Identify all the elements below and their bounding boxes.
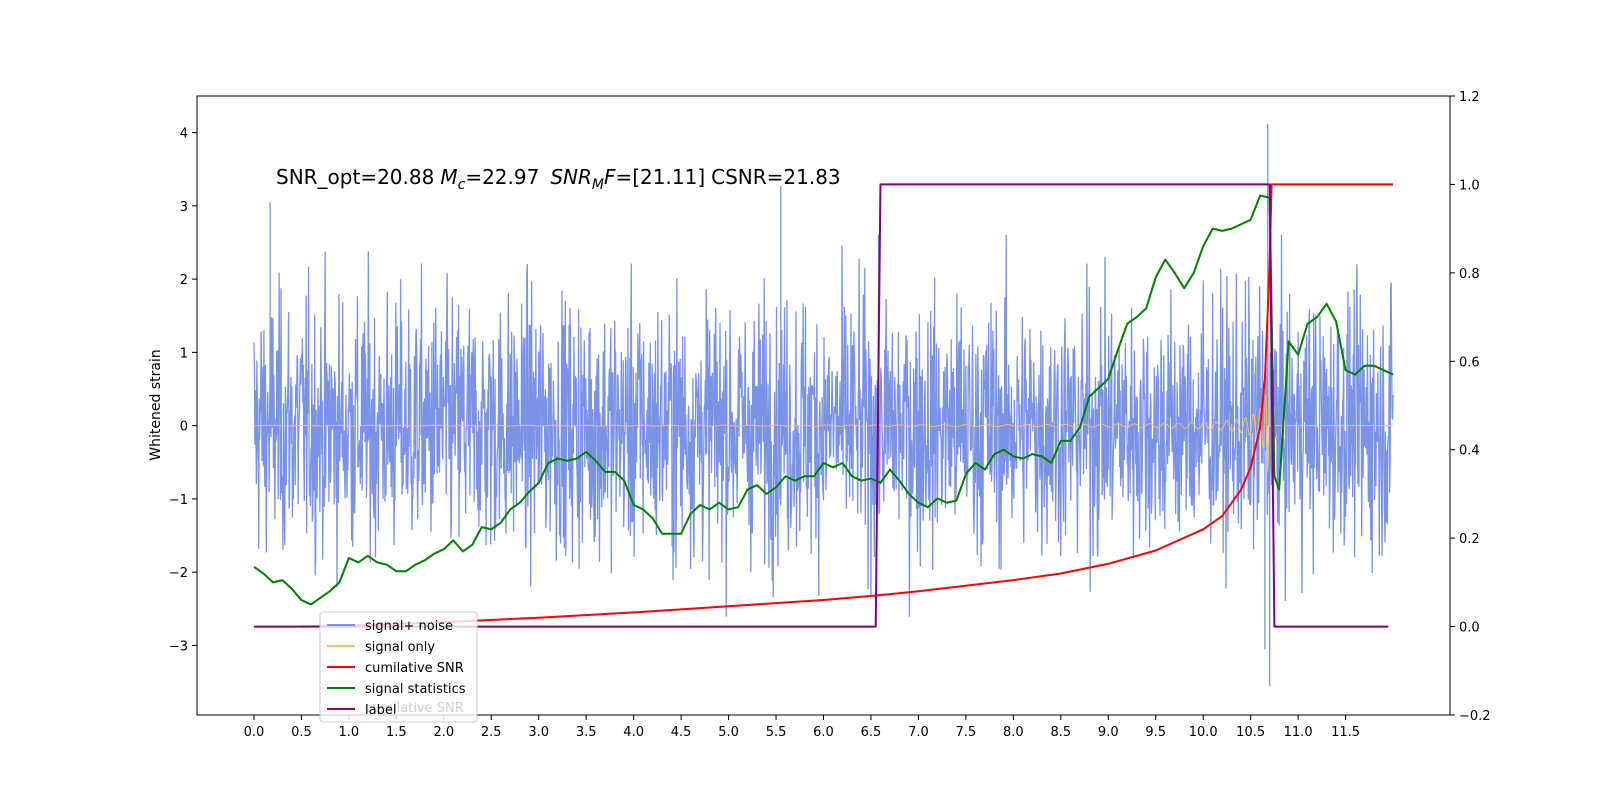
y-left-tick-label: 4 [180, 127, 188, 142]
x-tick-label: 0.0 [244, 725, 265, 740]
x-tick-label: 5.0 [718, 725, 739, 740]
x-tick-label: 0.5 [291, 725, 312, 740]
x-tick-label: 1.0 [339, 725, 360, 740]
legend-label-signal-only: signal only [365, 640, 435, 655]
annotation-csnr: CSNR=21.83 [711, 165, 841, 189]
y-left-tick-label: 2 [180, 273, 188, 288]
series-line-signal-statistics [253, 194, 1394, 606]
right-axis-series [253, 183, 1394, 628]
legend-label-cumulative-snr: cumilative SNR [365, 661, 464, 676]
legend: cumilative SNR signal+ noise signal only… [319, 611, 478, 723]
x-axis: 0.0 0.5 1.0 1.5 2.0 2.5 3.0 3.5 4.0 4.5 5.0 5.5 6.0 6… [244, 715, 1360, 740]
y-axis-left: 4 3 2 1 0 −1 −2 −3 [169, 127, 197, 654]
legend-overlapped-text: cumilative SNR [365, 701, 464, 716]
legend-label-signal-statistics: signal statistics [365, 682, 466, 697]
annotation-mc-value: =22.97 [465, 165, 539, 189]
x-tick-label: 9.5 [1145, 725, 1166, 740]
y-left-tick-label: −1 [169, 493, 188, 508]
y-right-tick-label: −0.2 [1459, 709, 1491, 724]
y-left-tick-label: −2 [169, 566, 188, 581]
series-line-signal-noise [253, 123, 1394, 686]
x-tick-label: 10.0 [1189, 725, 1218, 740]
x-tick-label: 9.0 [1098, 725, 1119, 740]
y-right-tick-label: 0.2 [1459, 532, 1480, 547]
annotation-snrmf-sub: M [592, 177, 604, 193]
legend-label-signal-noise: signal+ noise [365, 619, 453, 634]
x-tick-label: 7.5 [956, 725, 977, 740]
x-tick-label: 8.5 [1050, 725, 1071, 740]
x-tick-label: 11.0 [1284, 725, 1313, 740]
chart-annotation: SNR_opt=20.88 Mc=22.97 SNRMF=[21.11] CSNR=2… [276, 165, 841, 193]
y-axis-right: 1.2 1.0 0.8 0.6 0.4 0.2 0.0 −0.2 [1450, 90, 1491, 724]
x-tick-label: 2.0 [433, 725, 454, 740]
y-left-tick-label: 3 [180, 200, 188, 215]
legend-box [319, 611, 478, 723]
x-tick-label: 5.5 [766, 725, 787, 740]
x-tick-label: 6.0 [813, 725, 834, 740]
x-tick-label: 7.0 [908, 725, 929, 740]
annotation-mc-sub: c [458, 177, 466, 193]
y-right-tick-label: 0.4 [1459, 444, 1480, 459]
x-tick-label: 6.5 [861, 725, 882, 740]
annotation-mc-symbol: M [440, 165, 457, 189]
x-tick-label: 10.5 [1236, 725, 1265, 740]
y-left-tick-label: −3 [169, 639, 188, 654]
annotation-snr-opt: SNR_opt=20.88 [276, 165, 434, 189]
x-tick-label: 8.0 [1003, 725, 1024, 740]
series-line-cumulative-snr [301, 183, 1394, 628]
y-left-tick-label: 0 [180, 420, 188, 435]
series-signal-noise [253, 123, 1394, 686]
x-tick-label: 3.0 [528, 725, 549, 740]
y-right-tick-label: 0.0 [1459, 621, 1480, 636]
x-tick-label: 3.5 [576, 725, 597, 740]
y-left-tick-label: 1 [180, 346, 188, 361]
annotation-snrmf-value: =[21.11] [616, 165, 706, 189]
legend-label-label: label [365, 703, 396, 718]
series-line-signal-only [253, 366, 1394, 473]
x-tick-label: 4.5 [671, 725, 692, 740]
y-right-tick-label: 1.2 [1459, 90, 1480, 105]
y-right-tick-label: 1.0 [1459, 178, 1480, 193]
y-right-tick-label: 0.6 [1459, 355, 1480, 370]
series-signal-only [253, 366, 1394, 473]
annotation-snrmf-f: F [604, 165, 616, 189]
series-line-label [253, 183, 1389, 628]
x-tick-label: 2.5 [481, 725, 502, 740]
annotation-snrmf-symbol: SNR [550, 165, 592, 189]
y-right-tick-label: 0.8 [1459, 267, 1480, 282]
x-tick-label: 4.0 [623, 725, 644, 740]
y-axis-label: Whitened strain [148, 349, 164, 460]
x-tick-label: 11.5 [1331, 725, 1360, 740]
x-tick-label: 1.5 [386, 725, 407, 740]
